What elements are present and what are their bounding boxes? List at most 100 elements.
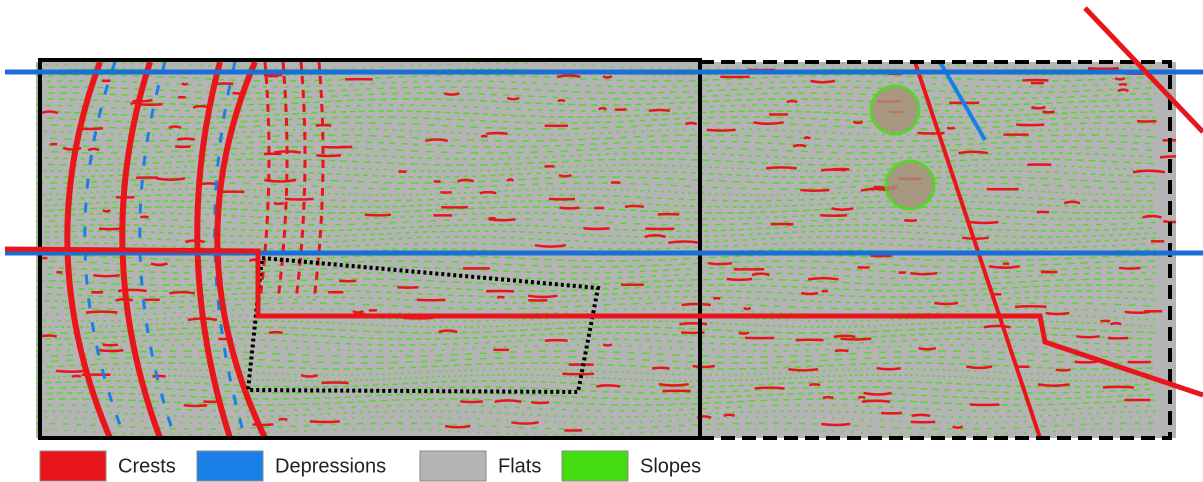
crest-streak [460, 400, 483, 404]
crest-streak [87, 147, 100, 152]
crest-streak [273, 201, 285, 206]
crest-streak [821, 289, 829, 293]
crest-streak [870, 254, 893, 258]
crest-streak [62, 146, 82, 151]
crest-streak [1074, 360, 1098, 364]
slope-stripe [36, 350, 1157, 358]
crest-streak [658, 382, 689, 387]
slope-stripe [36, 266, 1157, 274]
crest-streak [831, 207, 854, 211]
crest-streak [556, 74, 581, 79]
crest-streak [424, 138, 449, 143]
crest-streak [876, 366, 902, 371]
crest-streak [506, 178, 515, 182]
crest-streak [480, 134, 488, 138]
crest-streak [1063, 200, 1081, 205]
crest-streak [820, 214, 848, 218]
crest-streak [486, 131, 508, 136]
crest-streak [117, 288, 147, 293]
crest-streak [684, 121, 698, 126]
crest-ridge [258, 62, 271, 301]
crest-streak [1030, 105, 1046, 110]
terrain-texture [36, 62, 1176, 438]
crest-streak [364, 213, 392, 217]
crest-streak [852, 120, 864, 125]
red-track [4, 246, 1203, 398]
slope-stripe [36, 218, 1157, 226]
crest-streak [309, 420, 340, 424]
crest-streak [531, 401, 550, 405]
slope-stripe [36, 236, 1157, 244]
crest-streak [966, 365, 993, 370]
slope-stripe [36, 74, 1157, 82]
slope-stripe [36, 332, 1157, 340]
crest-streak [156, 177, 186, 181]
crest-streak [181, 82, 189, 86]
crest-streak [786, 99, 798, 104]
legend-label: Depressions [275, 455, 386, 477]
slope-stripe [36, 134, 1157, 142]
crest-streak [679, 322, 708, 326]
crest-streak [792, 144, 807, 148]
depression-band [83, 62, 127, 438]
crest-streak [1016, 123, 1045, 127]
crest-streak [598, 106, 608, 111]
slope-stripe [36, 272, 1157, 280]
legend-label: Slopes [640, 455, 701, 477]
slope-stripe [36, 188, 1157, 196]
crest-streak [765, 166, 797, 170]
crest-streak [810, 79, 836, 84]
crest-streak [911, 413, 931, 418]
crest-streak [1114, 77, 1126, 81]
crest-streak [268, 330, 283, 335]
slope-stripe [36, 320, 1157, 328]
red-track [1083, 6, 1203, 134]
crest-streak [1117, 88, 1129, 93]
slope-stripe [36, 338, 1157, 346]
crest-streak [1076, 335, 1100, 339]
crest-streak [168, 125, 182, 129]
crest-ridge [276, 62, 289, 301]
crest-streak [809, 383, 821, 387]
crest-streak [1163, 219, 1176, 224]
crest-streak [457, 178, 475, 183]
crest-streak [726, 277, 753, 282]
crest-streak [558, 174, 572, 178]
crest-streak [833, 334, 856, 339]
crest-streak [1110, 321, 1122, 326]
crest-streak [863, 391, 892, 396]
crest-streak [821, 422, 851, 427]
crest-streak [969, 403, 1000, 407]
crest-streak [169, 290, 196, 295]
crest-streak [651, 366, 670, 370]
crest-streak [1118, 83, 1128, 87]
legend-label: Crests [118, 455, 176, 477]
crest-streak [140, 215, 149, 219]
crest-streak [706, 128, 736, 132]
crest-streak [443, 92, 460, 96]
crest-streak [648, 108, 671, 113]
crest-streak [988, 265, 1020, 269]
crest-streak [754, 386, 785, 390]
crest-streak [917, 131, 945, 135]
slope-stripe [36, 110, 1157, 118]
crest-streak [958, 150, 989, 155]
crest-streak [1055, 368, 1071, 372]
crest-streak [840, 337, 872, 341]
crest-streak [284, 197, 314, 201]
crest-streak [861, 399, 891, 403]
crest-streak [692, 364, 716, 369]
crest-streak [952, 425, 964, 430]
crest-streak [918, 346, 937, 351]
crest-streak [738, 331, 750, 335]
crest-streak [904, 218, 918, 223]
slope-stripe [36, 146, 1157, 154]
slope-stripe [36, 392, 1157, 400]
mound [869, 84, 921, 136]
crest-streak [602, 343, 613, 347]
crest-streak [99, 348, 124, 353]
crest-streak [300, 374, 319, 378]
crest-streak [946, 126, 956, 130]
crest-streak [557, 99, 566, 103]
